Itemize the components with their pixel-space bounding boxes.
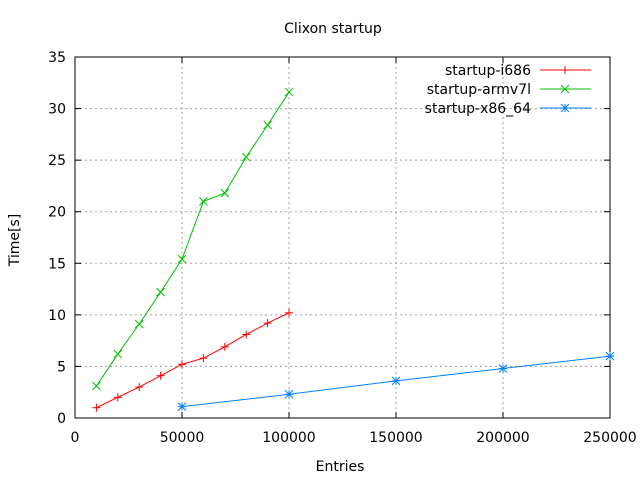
data-point-startup-armv7l-stroke [113,349,123,359]
legend-marker [561,66,569,74]
data-point-startup-i686 [113,393,122,402]
ticks: 0 50000 100000 150000 200000 250000 0 5 10 15 20 25… [48,50,637,446]
x-tick-label: 200000 [476,430,529,446]
y-tick-label: 10 [48,308,66,324]
legend-marker [560,84,570,94]
data-point-startup-armv7l-stroke [220,188,230,198]
legend-label: startup-armv7l [427,82,531,98]
data-point-startup-i686 [92,403,101,412]
series-group [92,87,615,412]
legend: startup-i686 startup-armv7l startup-x86_64 [425,63,591,117]
y-tick-label: 15 [48,256,66,272]
y-tick-label: 5 [57,359,66,375]
y-tick-label: 30 [48,102,66,118]
data-point-startup-armv7l-stroke [284,87,294,97]
data-point-startup-armv7l [156,287,165,297]
data-point-startup-i686 [220,342,229,351]
data-point-startup-x86_64-stroke [177,402,187,412]
legend-label: startup-x86_64 [425,101,531,117]
legend-marker [560,103,570,113]
data-point-startup-x86_64-stroke [498,364,508,373]
x-tick-label: 100000 [262,430,315,446]
data-point-startup-armv7l [199,197,208,206]
data-point-startup-i686 [263,319,272,328]
data-point-startup-x86_64 [605,351,615,361]
data-point-startup-armv7l [241,152,251,162]
data-point-startup-i686 [285,308,293,317]
data-point-startup-i686 [156,371,165,380]
x-tick-label: 0 [71,430,80,446]
legend-label: startup-i686 [445,63,531,79]
legend-marker-stroke [560,103,570,113]
data-point-startup-x86_64-stroke [284,389,294,399]
y-axis-label: Time[s] [7,214,23,267]
data-point-startup-x86_64 [284,389,294,399]
data-point-startup-armv7l-stroke [263,120,272,130]
data-point-startup-armv7l [263,120,272,130]
data-point-startup-i686 [178,360,186,369]
data-point-startup-armv7l [284,87,294,97]
data-point-startup-i686 [135,383,144,392]
data-point-startup-x86_64 [498,364,508,373]
series-line-startup-i686 [96,312,290,409]
data-point-startup-armv7l-stroke [241,152,251,162]
data-point-startup-armv7l-stroke [92,381,101,391]
x-tick-label: 150000 [369,430,422,446]
x-axis-label: Entries [316,459,365,475]
data-point-startup-armv7l [220,188,230,198]
data-point-startup-x86_64 [391,376,401,386]
data-point-startup-armv7l-stroke [156,287,165,297]
plot-frame [74,56,611,419]
x-tick-label: 50000 [160,430,205,446]
data-point-startup-x86_64-stroke [391,376,401,386]
data-point-startup-armv7l [113,349,123,359]
x-tick-label: 250000 [583,430,636,446]
y-tick-label: 20 [48,205,66,221]
data-point-startup-x86_64-stroke [605,351,615,361]
data-point-startup-armv7l [177,254,187,264]
data-point-startup-x86_64 [177,402,187,412]
data-point-startup-i686 [242,330,251,339]
data-point-startup-armv7l [92,381,101,391]
data-point-startup-armv7l-stroke [177,254,187,264]
series-line-startup-armv7l [95,91,290,387]
data-point-startup-armv7l-stroke [199,197,208,206]
data-point-startup-armv7l [134,319,144,329]
y-tick-label: 0 [57,411,66,427]
y-tick-label: 35 [48,50,66,66]
y-tick-label: 25 [48,153,66,169]
legend-marker-stroke [560,84,570,94]
data-point-startup-armv7l-stroke [134,319,144,329]
data-point-startup-i686 [199,354,208,363]
chart-title: Clixon startup [284,21,382,37]
